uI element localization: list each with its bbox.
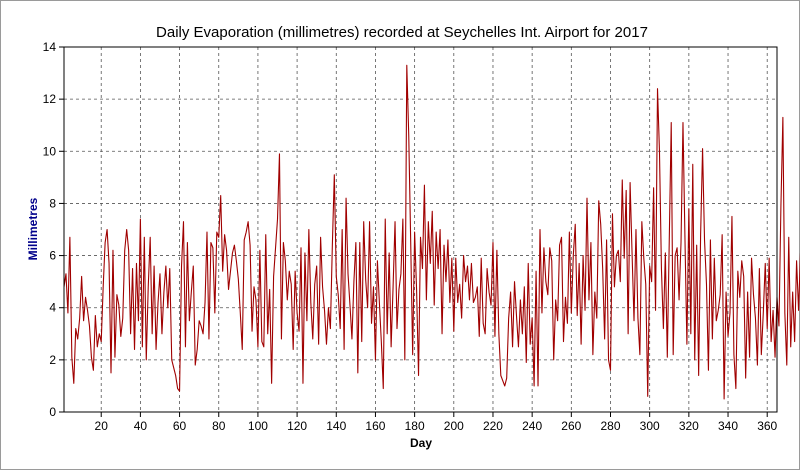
x-tick-label: 180 — [405, 419, 425, 433]
x-tick-label: 140 — [326, 419, 346, 433]
x-tick-label: 320 — [679, 419, 699, 433]
x-tick-label: 200 — [444, 419, 464, 433]
chart-title: Daily Evaporation (millimetres) recorded… — [156, 24, 648, 41]
y-axis-label: Millimetres — [26, 197, 40, 260]
x-tick-label: 100 — [248, 419, 268, 433]
plot-area — [64, 47, 777, 412]
x-tick-label: 20 — [95, 419, 109, 433]
series-line — [63, 64, 800, 400]
y-tick-label: 12 — [43, 92, 57, 106]
x-tick-label: 80 — [212, 419, 226, 433]
y-tick-label: 2 — [49, 353, 56, 367]
y-tick-label: 14 — [43, 40, 57, 54]
series-layer — [63, 64, 800, 400]
x-tick-label: 160 — [365, 419, 385, 433]
plot-border — [63, 46, 778, 413]
x-tick-label: 360 — [757, 419, 777, 433]
x-tick-label: 340 — [718, 419, 738, 433]
y-tick-label: 4 — [49, 301, 56, 315]
x-tick-label: 300 — [640, 419, 660, 433]
y-tick-label: 0 — [49, 405, 56, 419]
x-tick-label: 120 — [287, 419, 307, 433]
x-tick-label: 220 — [483, 419, 503, 433]
x-tick-label: 60 — [173, 419, 187, 433]
y-axis-ticks: 0 2 4 6 8 10 12 14 — [43, 40, 64, 419]
x-axis-ticks: 20 40 60 80 100 120 140 160 180 200 220 240 260 280 30… — [95, 412, 778, 433]
x-axis-label: Day — [410, 436, 432, 450]
y-tick-label: 8 — [49, 196, 56, 210]
x-tick-label: 280 — [600, 419, 620, 433]
x-tick-label: 40 — [134, 419, 148, 433]
y-tick-label: 6 — [49, 249, 56, 263]
x-tick-label: 260 — [561, 419, 581, 433]
y-tick-label: 10 — [43, 144, 57, 158]
x-tick-label: 240 — [522, 419, 542, 433]
